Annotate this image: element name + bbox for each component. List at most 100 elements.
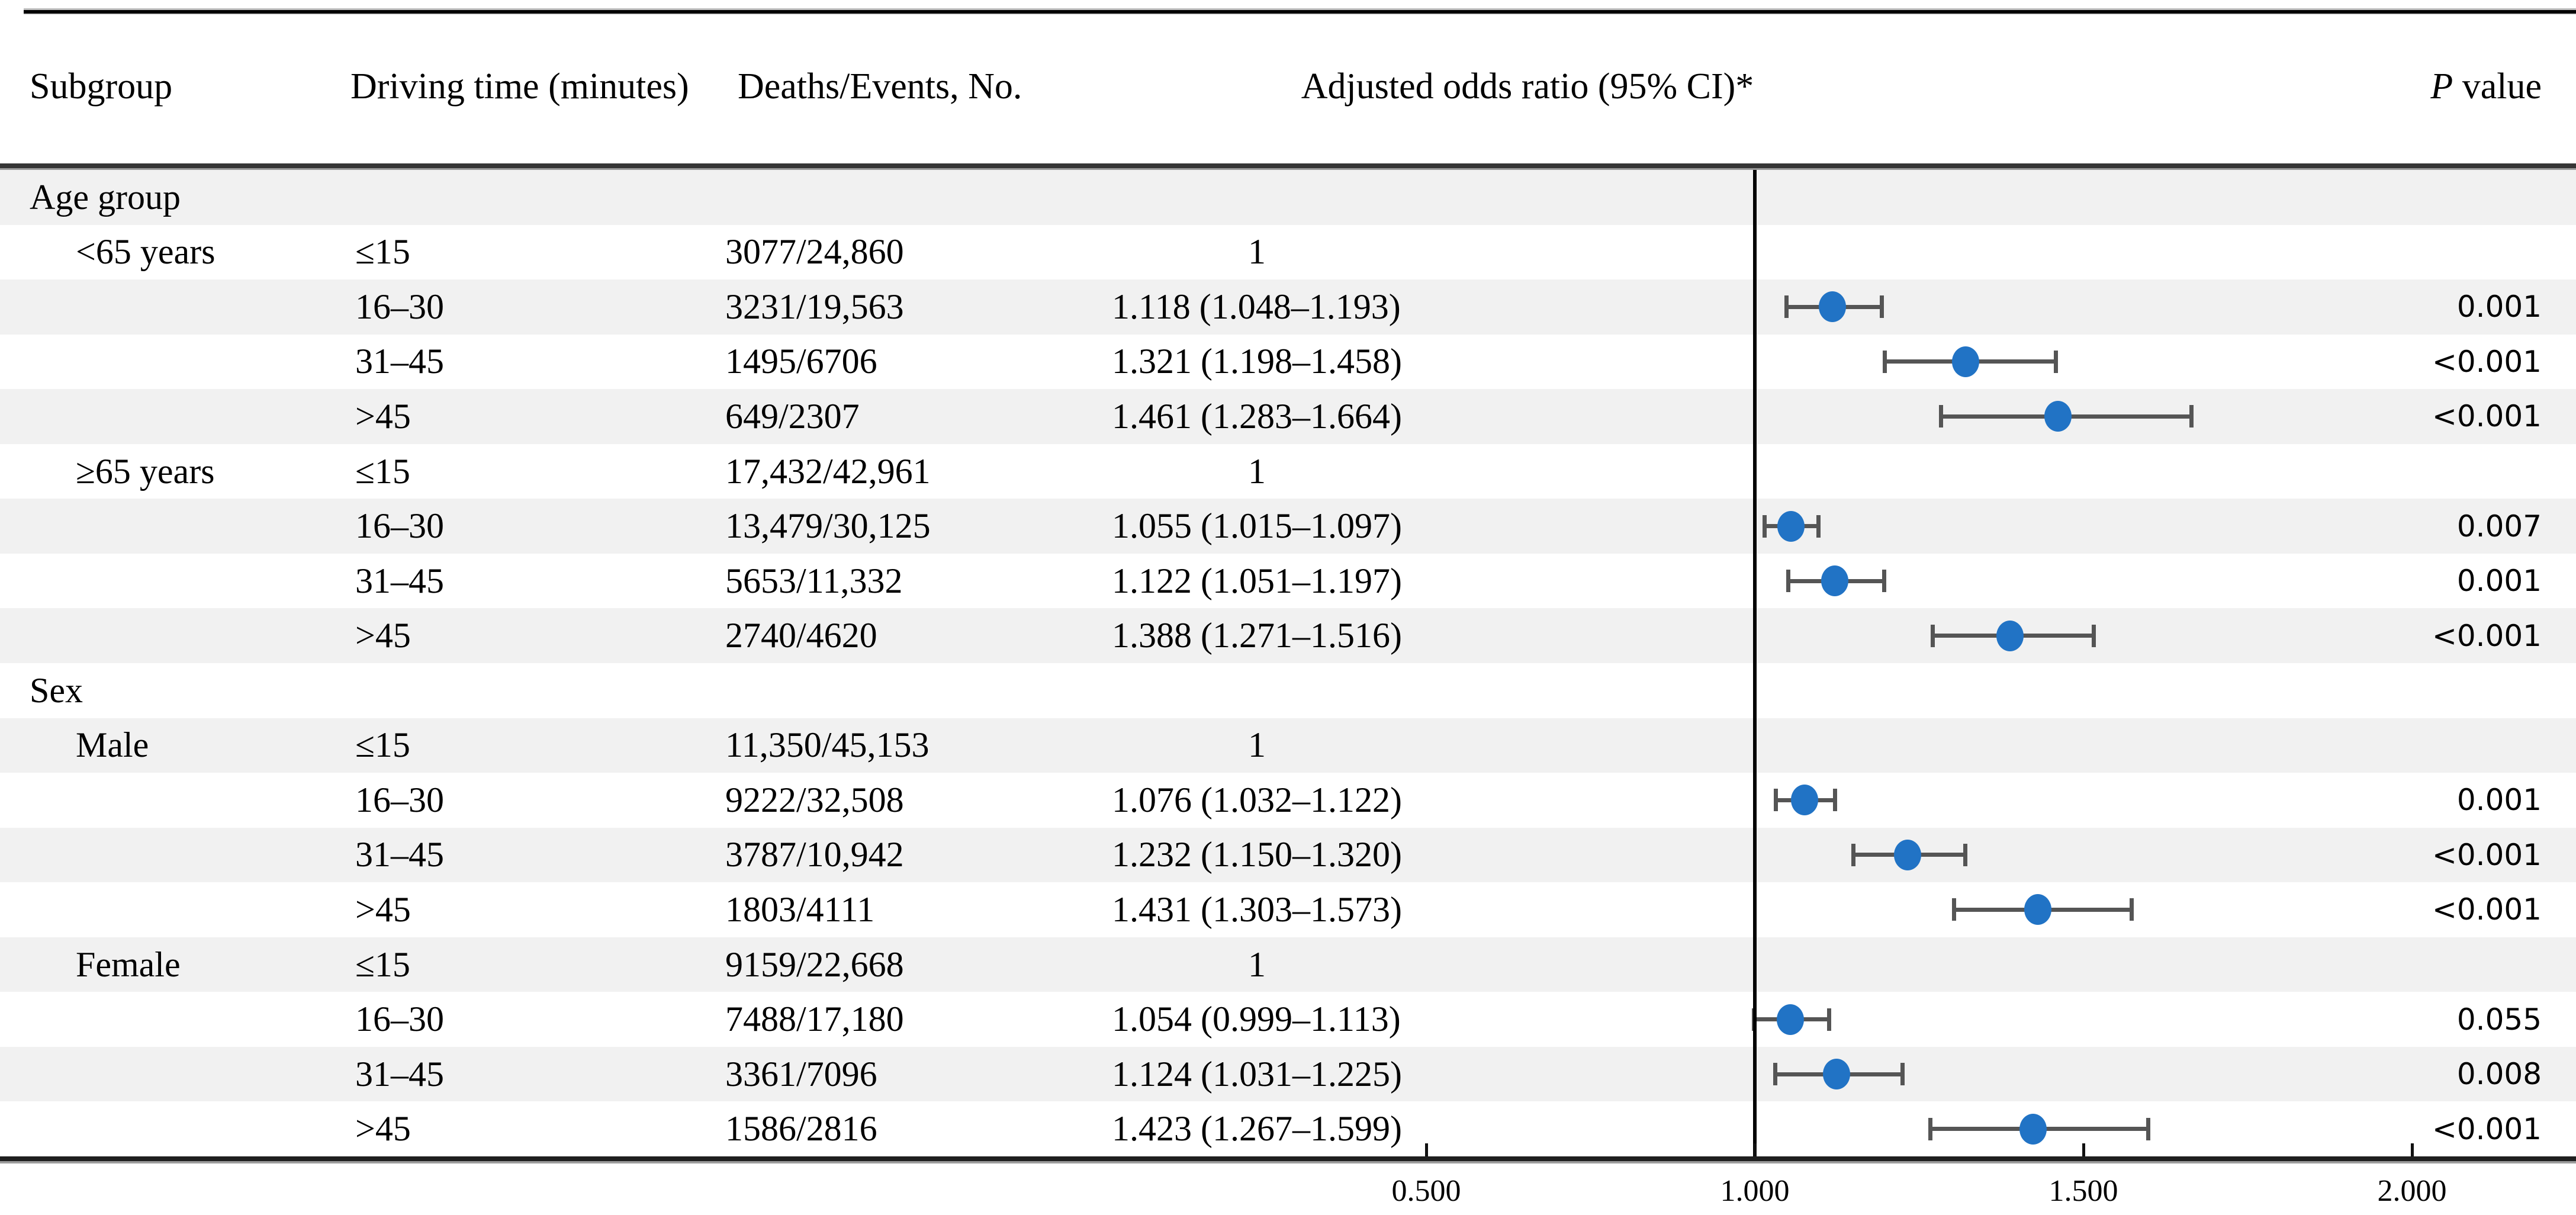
axis-tick (2082, 1143, 2085, 1156)
table-row: >45 2740/4620 1.388 (1.271–1.516) <0.001 (0, 608, 2576, 663)
odds-ratio-text: 1.055 (1.015–1.097) (1112, 506, 1402, 546)
odds-ratio-text: 1 (1248, 725, 1266, 765)
driving-time-value: 16–30 (355, 506, 444, 546)
or-point-marker (1893, 839, 1921, 870)
ci-cap-upper (1826, 1008, 1831, 1031)
axis-tick-label: 0.500 (1391, 1174, 1461, 1208)
header-bottom-rule (0, 163, 2576, 170)
axis-tick (2410, 1143, 2414, 1156)
odds-ratio-text: 1.423 (1.267–1.599) (1112, 1109, 1402, 1149)
odds-ratio-text: 1.431 (1.303–1.573) (1112, 889, 1402, 929)
odds-ratio-text: 1.118 (1.048–1.193) (1112, 287, 1401, 326)
driving-time-value: >45 (355, 1109, 411, 1149)
odds-ratio-text: 1.232 (1.150–1.320) (1112, 835, 1402, 875)
deaths-events-value: 2740/4620 (725, 616, 877, 655)
or-point-marker (2024, 894, 2052, 925)
driving-time-value: 31–45 (355, 342, 444, 381)
driving-time-value: 31–45 (355, 561, 444, 600)
driving-time-value: 16–30 (355, 999, 444, 1039)
deaths-events-value: 3077/24,860 (725, 232, 904, 272)
p-value: <0.001 (2432, 1111, 2542, 1146)
driving-time-value: >45 (355, 889, 411, 929)
ci-cap-lower (1938, 405, 1943, 428)
ci-cap-upper (1900, 1063, 1905, 1086)
ci-cap-lower (1786, 570, 1791, 593)
driving-time-value: >45 (355, 396, 411, 436)
ci-cap-lower (1774, 789, 1779, 812)
column-header-p-value: P value (2220, 59, 2542, 114)
p-value-rest: value (2453, 66, 2542, 107)
table-row: 31–45 3787/10,942 1.232 (1.150–1.320) <0.00… (0, 827, 2576, 883)
ci-cap-upper (1963, 843, 1967, 866)
ci-cap-upper (2146, 1117, 2151, 1140)
driving-time-value: ≤15 (355, 725, 410, 765)
or-point-marker (2044, 401, 2072, 432)
p-value: 0.001 (2456, 564, 2542, 599)
driving-time-value: 31–45 (355, 835, 444, 875)
or-point-marker (1821, 565, 1849, 597)
top-rule (24, 8, 2576, 15)
table-row: <65 years ≤15 3077/24,860 1 (0, 225, 2576, 280)
driving-time-value: ≤15 (355, 451, 410, 491)
ci-cap-upper (2092, 624, 2096, 647)
axis-tick-label: 1.500 (2048, 1174, 2118, 1208)
deaths-events-value: 1495/6706 (725, 342, 877, 381)
odds-ratio-text: 1.076 (1.032–1.122) (1112, 780, 1402, 819)
p-value: <0.001 (2432, 344, 2542, 379)
subgroup-label: Female (76, 944, 181, 984)
ci-cap-upper (2053, 350, 2058, 373)
deaths-events-value: 13,479/30,125 (725, 506, 931, 546)
p-value: <0.001 (2432, 837, 2542, 872)
driving-time-value: 16–30 (355, 780, 444, 819)
deaths-events-value: 7488/17,180 (725, 999, 904, 1039)
ci-cap-lower (1773, 1063, 1777, 1086)
column-header-deaths-events: Deaths/Events, No. (738, 66, 1022, 107)
driving-time-value: 31–45 (355, 1054, 444, 1094)
reference-line-or-1 (1753, 170, 1757, 1156)
or-point-marker (2019, 1113, 2047, 1145)
x-axis-rule (0, 1156, 2576, 1163)
ci-cap-upper (1832, 789, 1837, 812)
p-value: <0.001 (2432, 399, 2542, 434)
table-row: ≥65 years ≤15 17,432/42,961 1 (0, 444, 2576, 499)
deaths-events-value: 5653/11,332 (725, 561, 903, 600)
p-value: <0.001 (2432, 618, 2542, 653)
column-header-odds-ratio: Adjusted odds ratio (95% CI)* (1301, 66, 1754, 107)
driving-time-value: >45 (355, 616, 411, 655)
axis-tick (1424, 1143, 1428, 1156)
or-point-marker (1996, 620, 2024, 651)
axis-tick-label: 1.000 (1720, 1174, 1790, 1208)
subgroup-label: Male (76, 725, 149, 765)
deaths-events-value: 11,350/45,153 (725, 725, 930, 765)
table-row: 31–45 5653/11,332 1.122 (1.051–1.197) 0.001 (0, 554, 2576, 609)
deaths-events-value: 3231/19,563 (725, 287, 904, 326)
ci-cap-lower (1951, 898, 1956, 921)
table-row: 31–45 3361/7096 1.124 (1.031–1.225) 0.008 (0, 1046, 2576, 1102)
column-header-driving-time: Driving time (minutes) (350, 66, 689, 107)
odds-ratio-text: 1.461 (1.283–1.664) (1112, 396, 1402, 436)
p-value: <0.001 (2432, 892, 2542, 927)
ci-cap-upper (1816, 515, 1821, 538)
or-point-marker (1952, 346, 1980, 377)
or-point-marker (1791, 785, 1819, 816)
driving-time-value: 16–30 (355, 287, 444, 326)
odds-ratio-text: 1.054 (0.999–1.113) (1112, 999, 1401, 1039)
table-row: >45 649/2307 1.461 (1.283–1.664) <0.001 (0, 389, 2576, 444)
table-row: Female ≤15 9159/22,668 1 (0, 937, 2576, 992)
ci-cap-upper (2189, 405, 2194, 428)
odds-ratio-text: 1.122 (1.051–1.197) (1112, 561, 1402, 600)
odds-ratio-text: 1.124 (1.031–1.225) (1112, 1054, 1402, 1094)
odds-ratio-text: 1 (1248, 232, 1266, 272)
ci-cap-upper (2129, 898, 2134, 921)
or-point-marker (1776, 1004, 1804, 1035)
p-value: 0.008 (2456, 1057, 2542, 1092)
table-row: 16–30 3231/19,563 1.118 (1.048–1.193) 0.001 (0, 279, 2576, 335)
p-value: 0.007 (2456, 509, 2542, 544)
p-value: 0.001 (2456, 783, 2542, 818)
ci-cap-upper (1882, 570, 1887, 593)
axis-tick (1753, 1143, 1757, 1156)
table-row: Male ≤15 11,350/45,153 1 (0, 718, 2576, 773)
ci-cap-lower (1883, 350, 1887, 373)
p-value: 0.055 (2456, 1002, 2542, 1037)
